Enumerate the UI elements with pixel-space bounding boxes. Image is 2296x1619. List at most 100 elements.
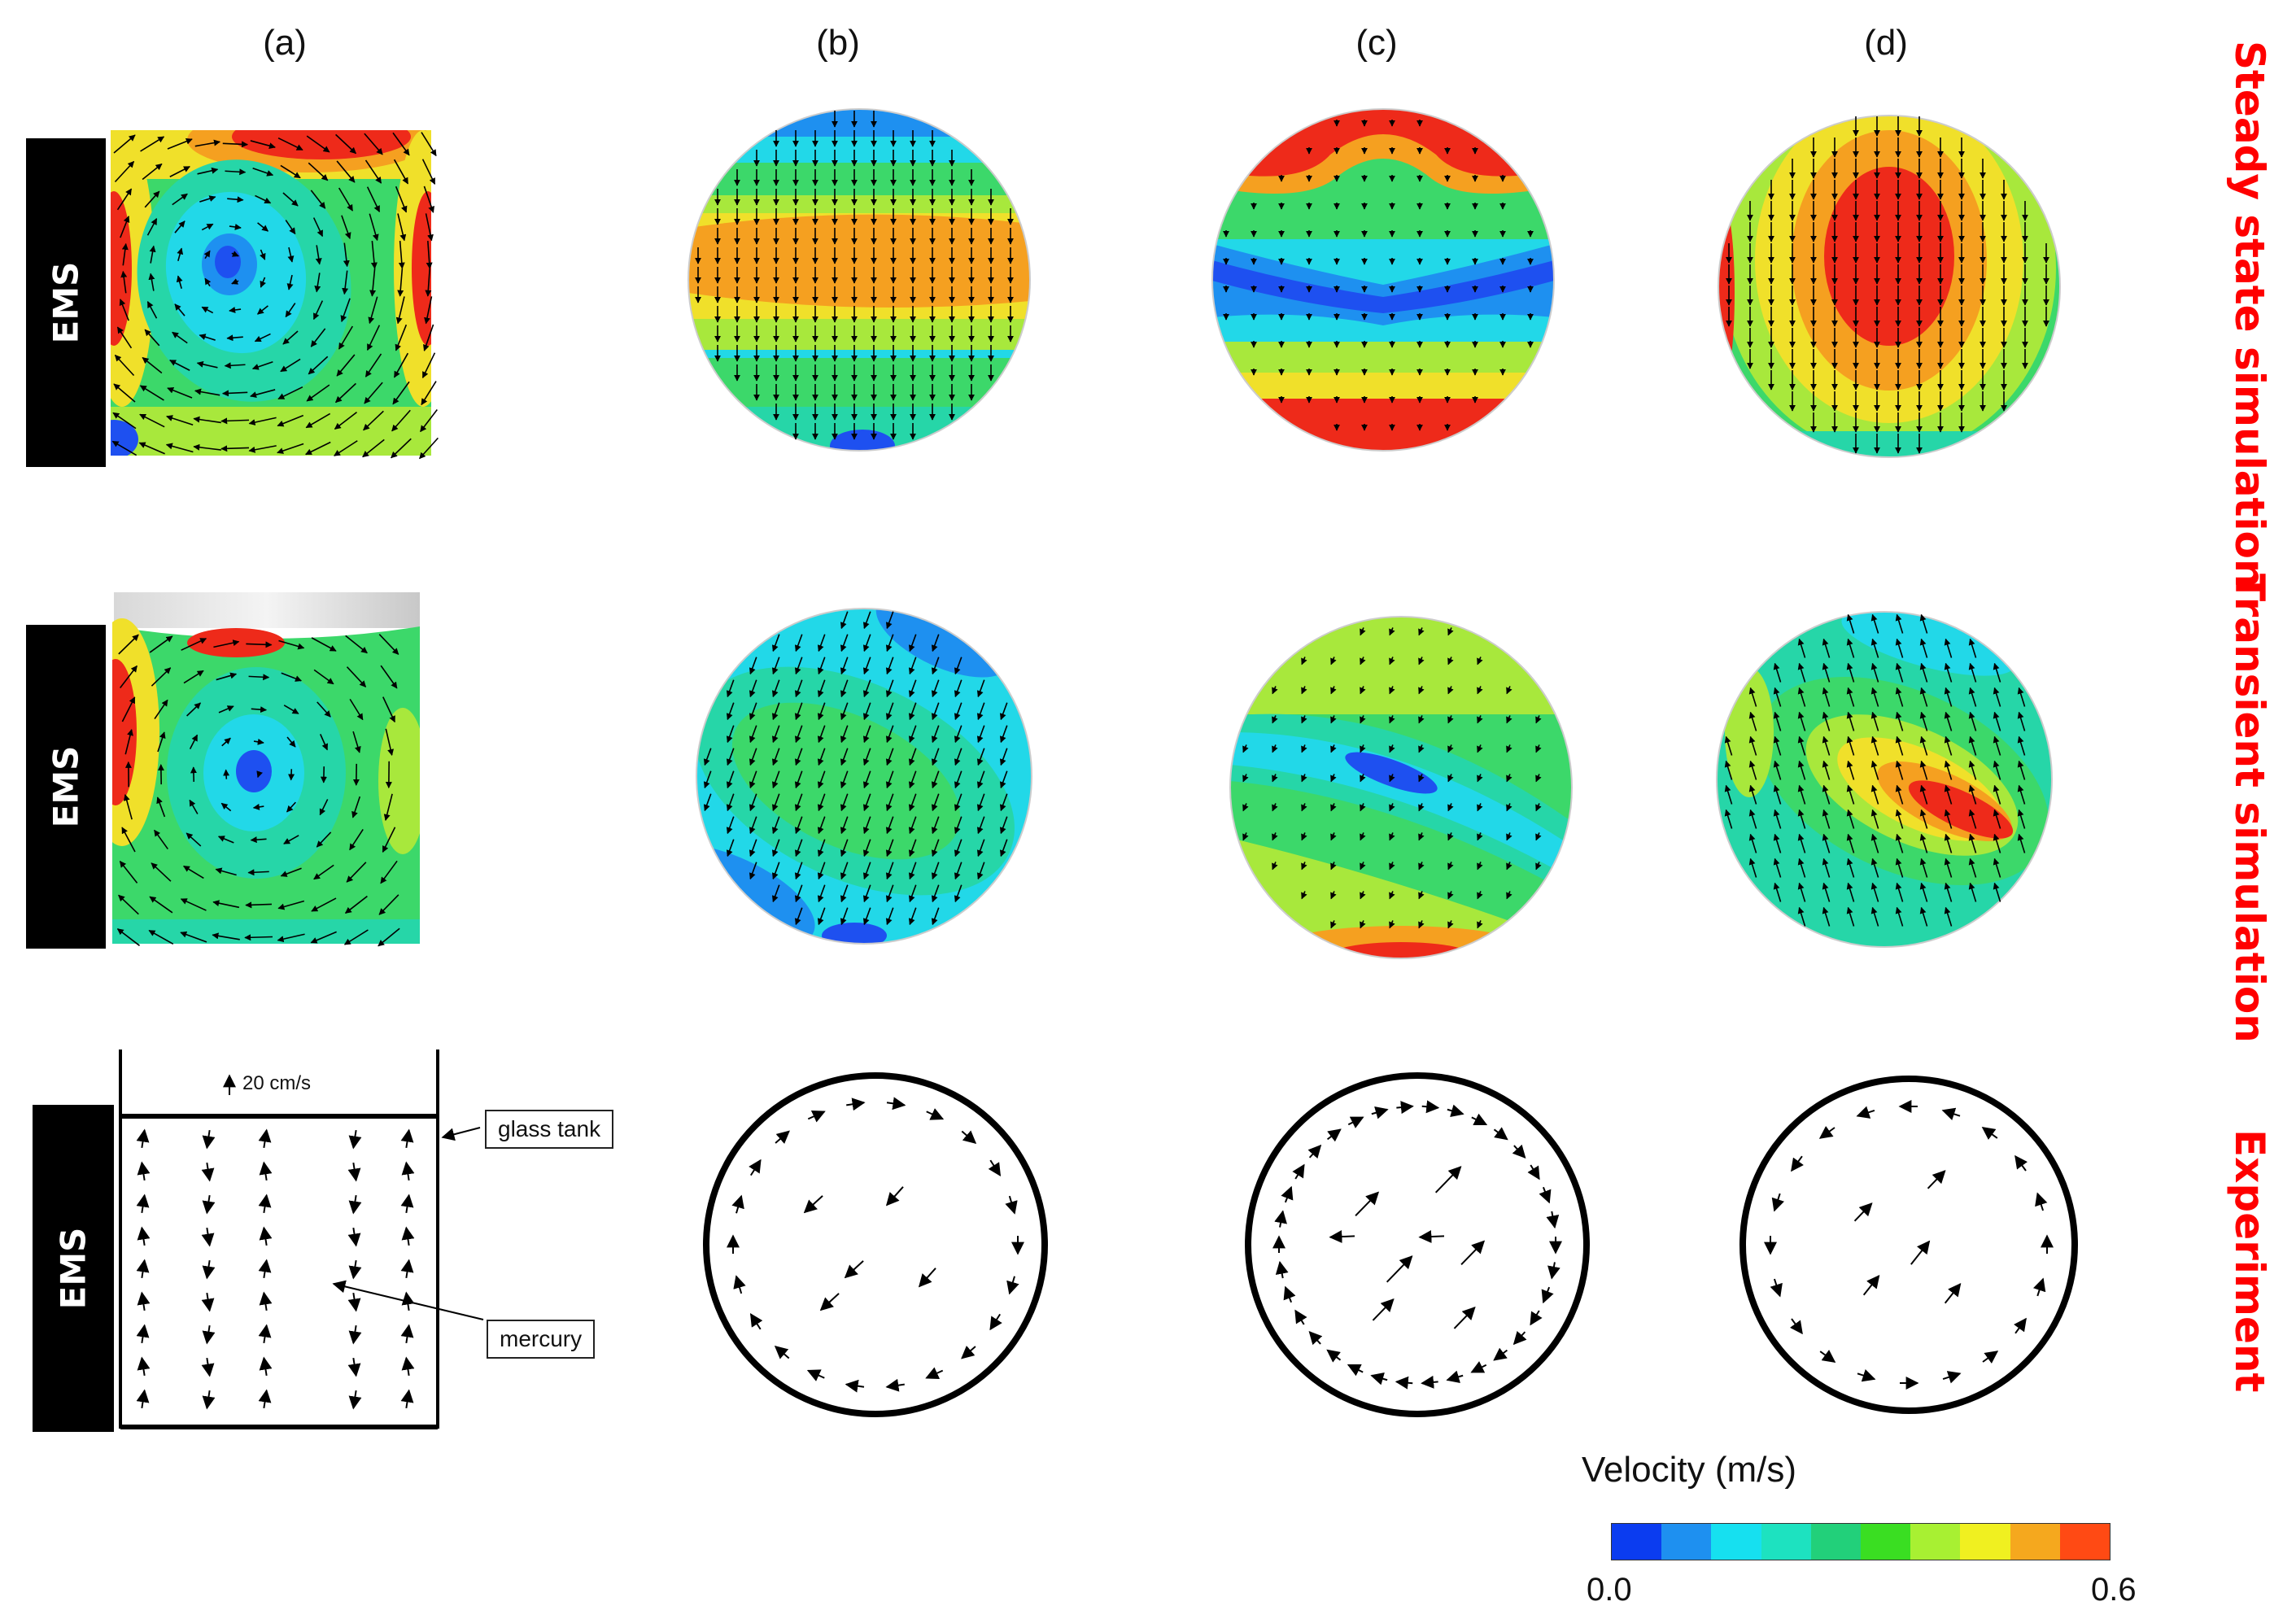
velocity-arrow bbox=[364, 353, 382, 377]
velocity-arrow bbox=[1546, 1211, 1560, 1229]
velocity-arrow bbox=[383, 793, 393, 821]
velocity-arrow bbox=[1274, 1210, 1287, 1228]
velocity-arrow bbox=[925, 1367, 944, 1380]
velocity-arrow bbox=[976, 748, 985, 766]
velocity-arrow bbox=[976, 702, 985, 721]
velocity-arrow bbox=[343, 242, 350, 268]
velocity-arrow bbox=[149, 896, 173, 914]
velocity-arrow bbox=[201, 1227, 215, 1247]
velocity-arrow bbox=[1968, 735, 1977, 756]
free-surface-a-transient bbox=[114, 592, 420, 628]
velocity-arrow bbox=[840, 748, 849, 766]
velocity-arrow bbox=[1330, 715, 1337, 724]
velocity-arrow bbox=[1447, 627, 1454, 636]
velocity-arrow bbox=[1968, 638, 1977, 658]
velocity-arrow bbox=[885, 793, 894, 812]
velocity-arrow bbox=[1389, 686, 1395, 695]
experiment-circle-d bbox=[1739, 1076, 2078, 1414]
velocity-arrow bbox=[918, 1268, 936, 1288]
velocity-arrow bbox=[1919, 833, 1928, 853]
velocity-arrow bbox=[1329, 1230, 1355, 1244]
velocity-arrow bbox=[248, 674, 270, 681]
velocity-arrow bbox=[1330, 803, 1337, 812]
velocity-arrow bbox=[1477, 803, 1483, 812]
velocity-arrow bbox=[316, 831, 332, 848]
velocity-arrow bbox=[771, 702, 780, 721]
velocity-arrow bbox=[311, 637, 337, 652]
velocity-arrow bbox=[338, 187, 354, 212]
velocity-arrow bbox=[1006, 1276, 1019, 1295]
velocity-arrow bbox=[1389, 715, 1395, 724]
velocity-arrow bbox=[154, 699, 168, 720]
velocity-arrow bbox=[1822, 662, 1831, 683]
velocity-arrow bbox=[401, 1161, 415, 1181]
velocity-arrow bbox=[817, 634, 826, 652]
velocity-arrow bbox=[931, 725, 940, 744]
velocity-arrow bbox=[1447, 891, 1454, 900]
velocity-arrow bbox=[259, 1291, 273, 1311]
velocity-arrow bbox=[343, 929, 369, 945]
velocity-arrow bbox=[348, 1194, 362, 1215]
velocity-arrow bbox=[885, 907, 894, 926]
velocity-arrow bbox=[1942, 1371, 1962, 1384]
velocity-arrow bbox=[1993, 809, 2001, 829]
velocity-arrow bbox=[167, 137, 193, 150]
velocity-arrow bbox=[202, 1259, 216, 1280]
velocity-arrow bbox=[227, 196, 244, 203]
velocity-arrow bbox=[169, 166, 190, 177]
velocity-arrow bbox=[1944, 638, 1953, 658]
velocity-arrow bbox=[313, 864, 334, 880]
velocity-arrow bbox=[817, 748, 826, 766]
velocity-arrow bbox=[1477, 920, 1483, 929]
velocity-arrow bbox=[1506, 715, 1512, 724]
velocity-arrow bbox=[1307, 1144, 1322, 1159]
velocity-arrow bbox=[221, 737, 231, 747]
velocity-arrow bbox=[368, 296, 378, 325]
velocity-arrow bbox=[817, 862, 826, 880]
velocity-arrow bbox=[259, 1226, 273, 1246]
scale-label: 20 cm/s bbox=[242, 1072, 312, 1094]
velocity-arrow bbox=[1386, 1255, 1413, 1283]
velocity-arrow bbox=[794, 702, 803, 721]
velocity-arrow bbox=[1856, 1106, 1875, 1119]
velocity-arrow bbox=[1242, 774, 1249, 783]
velocity-arrow bbox=[421, 352, 436, 379]
velocity-arrow bbox=[151, 862, 172, 882]
velocity-arrow bbox=[146, 218, 158, 236]
velocity-arrow bbox=[908, 657, 917, 675]
velocity-arrow bbox=[400, 1259, 414, 1279]
velocity-arrow bbox=[1846, 906, 1855, 927]
velocity-arrow bbox=[119, 299, 129, 321]
mercury-callout: mercury bbox=[487, 1320, 596, 1359]
velocity-arrow bbox=[286, 274, 294, 290]
velocity-arrow bbox=[817, 884, 826, 903]
velocity-arrow bbox=[260, 277, 266, 288]
velocity-arrow bbox=[203, 250, 211, 260]
velocity-arrow bbox=[280, 164, 301, 179]
velocity-arrow bbox=[1748, 858, 1757, 878]
velocity-arrow bbox=[352, 731, 361, 753]
velocity-arrow bbox=[197, 167, 219, 175]
velocity-arrow bbox=[120, 216, 130, 238]
velocity-arrow bbox=[999, 816, 1008, 835]
velocity-arrow bbox=[885, 725, 894, 744]
velocity-arrow bbox=[840, 793, 849, 812]
velocity-arrow bbox=[1968, 882, 1977, 902]
velocity-arrow bbox=[1846, 662, 1855, 683]
velocity-arrow bbox=[840, 862, 849, 880]
velocity-arrow bbox=[1968, 711, 1977, 731]
velocity-arrow bbox=[401, 1356, 415, 1377]
velocity-arrow bbox=[1447, 715, 1454, 724]
velocity-arrow bbox=[771, 634, 780, 652]
velocity-arrow bbox=[349, 828, 364, 851]
velocity-arrow bbox=[1330, 832, 1337, 841]
velocity-arrow bbox=[120, 665, 137, 688]
velocity-arrow bbox=[726, 748, 735, 766]
velocity-arrow bbox=[794, 839, 803, 858]
velocity-arrow bbox=[189, 799, 199, 814]
velocity-arrow bbox=[1846, 760, 1855, 780]
velocity-arrow bbox=[419, 437, 439, 460]
velocity-arrow bbox=[369, 268, 377, 297]
velocity-arrow bbox=[1506, 744, 1512, 753]
velocity-arrow bbox=[961, 1345, 976, 1359]
